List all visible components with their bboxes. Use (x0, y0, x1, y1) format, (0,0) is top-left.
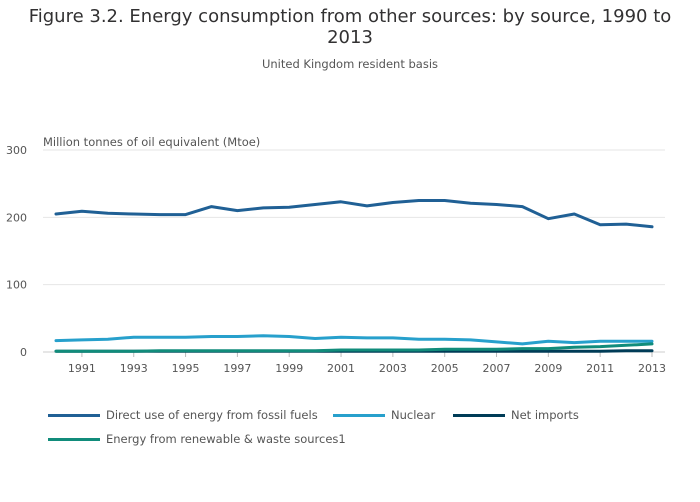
x-tick-label: 2005 (431, 362, 459, 375)
series-line-1 (54, 199, 654, 229)
x-tick-label: 2009 (534, 362, 562, 375)
legend-item[interactable]: Direct use of energy from fossil fuels (48, 408, 318, 422)
legend-item[interactable]: Net imports (453, 408, 579, 422)
legend-swatch (48, 437, 100, 441)
legend-label: Direct use of energy from fossil fuels (106, 408, 318, 422)
series-line-4 (54, 342, 654, 353)
legend-swatch (453, 413, 505, 417)
x-tick-label: 2001 (327, 362, 355, 375)
legend-label: Energy from renewable & waste sources1 (106, 432, 346, 446)
legend-item[interactable]: Energy from renewable & waste sources1 (48, 432, 346, 446)
y-axis-label: Million tonnes of oil equivalent (Mtoe) (43, 135, 261, 149)
y-tick-label: 100 (6, 279, 27, 292)
x-tick-label: 2003 (379, 362, 407, 375)
x-tick-label: 2011 (586, 362, 614, 375)
x-tick-label: 1997 (223, 362, 251, 375)
legend-swatch (48, 413, 100, 417)
legend-label: Nuclear (391, 408, 436, 422)
x-tick-label: 1995 (172, 362, 200, 375)
legend-item[interactable]: Nuclear (333, 408, 435, 422)
series-line-2 (54, 334, 654, 346)
legend-label: Net imports (511, 408, 579, 422)
chart-subtitle: United Kingdom resident basis (261, 57, 439, 71)
y-tick-label: 300 (6, 144, 27, 157)
legend-swatch (333, 413, 385, 417)
x-tick-label: 2007 (483, 362, 511, 375)
y-tick-label: 200 (6, 211, 27, 224)
chart-title-line-1: Figure 3.2. Energy consumption from othe… (28, 6, 672, 27)
chart-title-line-2: 2013 (327, 27, 373, 48)
x-tick-label: 1991 (68, 362, 96, 375)
x-tick-label: 1999 (275, 362, 303, 375)
chart-title: Figure 3.2. Energy consumption from othe… (0, 6, 700, 48)
x-tick-label: 2013 (638, 362, 666, 375)
x-tick-label: 1993 (120, 362, 148, 375)
y-tick-label: 0 (20, 346, 27, 359)
